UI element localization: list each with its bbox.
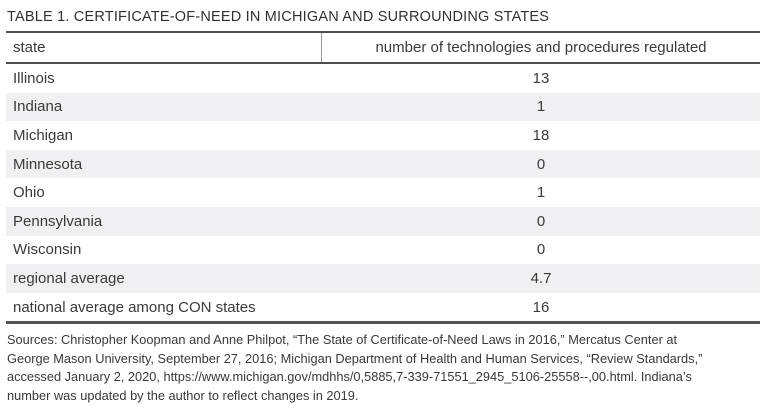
sources-note: Sources: Christopher Koopman and Anne Ph… xyxy=(6,331,760,405)
value-cell: 4.7 xyxy=(530,269,552,287)
table-row: regional average 4.7 xyxy=(6,264,760,293)
table-row: Pennsylvania 0 xyxy=(6,206,760,236)
table-row: Ohio 1 xyxy=(6,178,760,207)
state-cell: Pennsylvania xyxy=(13,212,103,230)
state-cell: Michigan xyxy=(13,126,74,144)
document-page: TABLE 1. CERTIFICATE-OF-NEED IN MICHIGAN… xyxy=(6,9,760,405)
value-cell: 1 xyxy=(536,184,546,202)
value-cell: 0 xyxy=(536,241,546,259)
table-row: Michigan 18 xyxy=(6,121,760,150)
table-row: Wisconsin 0 xyxy=(6,236,760,265)
table-header-row: state number of technologies and procedu… xyxy=(6,33,760,64)
column-header-regulated-count: number of technologies and procedures re… xyxy=(375,39,707,56)
value-cell: 1 xyxy=(536,98,546,116)
state-cell: regional average xyxy=(13,269,125,287)
table-title: TABLE 1. CERTIFICATE-OF-NEED IN MICHIGAN… xyxy=(7,9,550,25)
table-row: Minnesota 0 xyxy=(6,149,760,179)
sources-line: George Mason University, September 27, 2… xyxy=(7,350,703,366)
table-row: Illinois 13 xyxy=(6,64,760,93)
value-cell: 16 xyxy=(532,298,550,316)
sources-line: Sources: Christopher Koopman and Anne Ph… xyxy=(7,332,678,348)
value-cell: 18 xyxy=(532,126,550,144)
table-row: Indiana 1 xyxy=(6,92,760,122)
sources-line: number was updated by the author to refl… xyxy=(7,387,359,403)
sources-line: accessed January 2, 2020, https://www.mi… xyxy=(7,369,692,385)
value-cell: 0 xyxy=(536,155,546,173)
state-cell: Ohio xyxy=(13,184,45,202)
state-cell: Minnesota xyxy=(13,155,83,173)
state-cell: national average among CON states xyxy=(13,298,256,316)
value-cell: 0 xyxy=(536,212,546,230)
value-cell: 13 xyxy=(532,69,550,87)
column-header-state: state xyxy=(6,33,322,62)
table-row: national average among CON states 16 xyxy=(6,293,760,322)
state-cell: Wisconsin xyxy=(13,241,82,259)
con-table: state number of technologies and procedu… xyxy=(6,31,760,325)
state-cell: Indiana xyxy=(13,98,63,116)
state-cell: Illinois xyxy=(13,69,55,87)
